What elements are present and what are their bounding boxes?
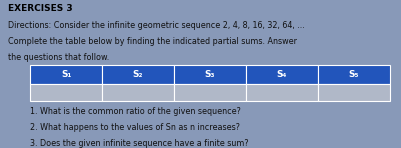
FancyBboxPatch shape [245,84,317,101]
FancyBboxPatch shape [174,65,245,84]
Text: EXERCISES 3: EXERCISES 3 [8,4,73,13]
FancyBboxPatch shape [317,84,389,101]
Text: 2. What happens to the values of Sn as n increases?: 2. What happens to the values of Sn as n… [30,123,239,132]
Text: S₅: S₅ [348,70,358,79]
Text: S₄: S₄ [276,70,286,79]
FancyBboxPatch shape [317,65,389,84]
FancyBboxPatch shape [30,84,102,101]
Text: S₁: S₁ [61,70,71,79]
FancyBboxPatch shape [102,84,174,101]
Text: S₂: S₂ [132,70,143,79]
FancyBboxPatch shape [174,84,245,101]
FancyBboxPatch shape [30,65,102,84]
Text: 3. Does the given infinite sequence have a finite sum?: 3. Does the given infinite sequence have… [30,139,248,148]
Text: the questions that follow.: the questions that follow. [8,53,109,62]
Text: Directions: Consider the infinite geometric sequence 2, 4, 8, 16, 32, 64, ...: Directions: Consider the infinite geomet… [8,21,304,30]
Text: 1. What is the common ratio of the given sequence?: 1. What is the common ratio of the given… [30,107,241,116]
FancyBboxPatch shape [102,65,174,84]
FancyBboxPatch shape [245,65,317,84]
Text: Complete the table below by finding the indicated partial sums. Answer: Complete the table below by finding the … [8,37,296,46]
Text: S₃: S₃ [204,70,215,79]
